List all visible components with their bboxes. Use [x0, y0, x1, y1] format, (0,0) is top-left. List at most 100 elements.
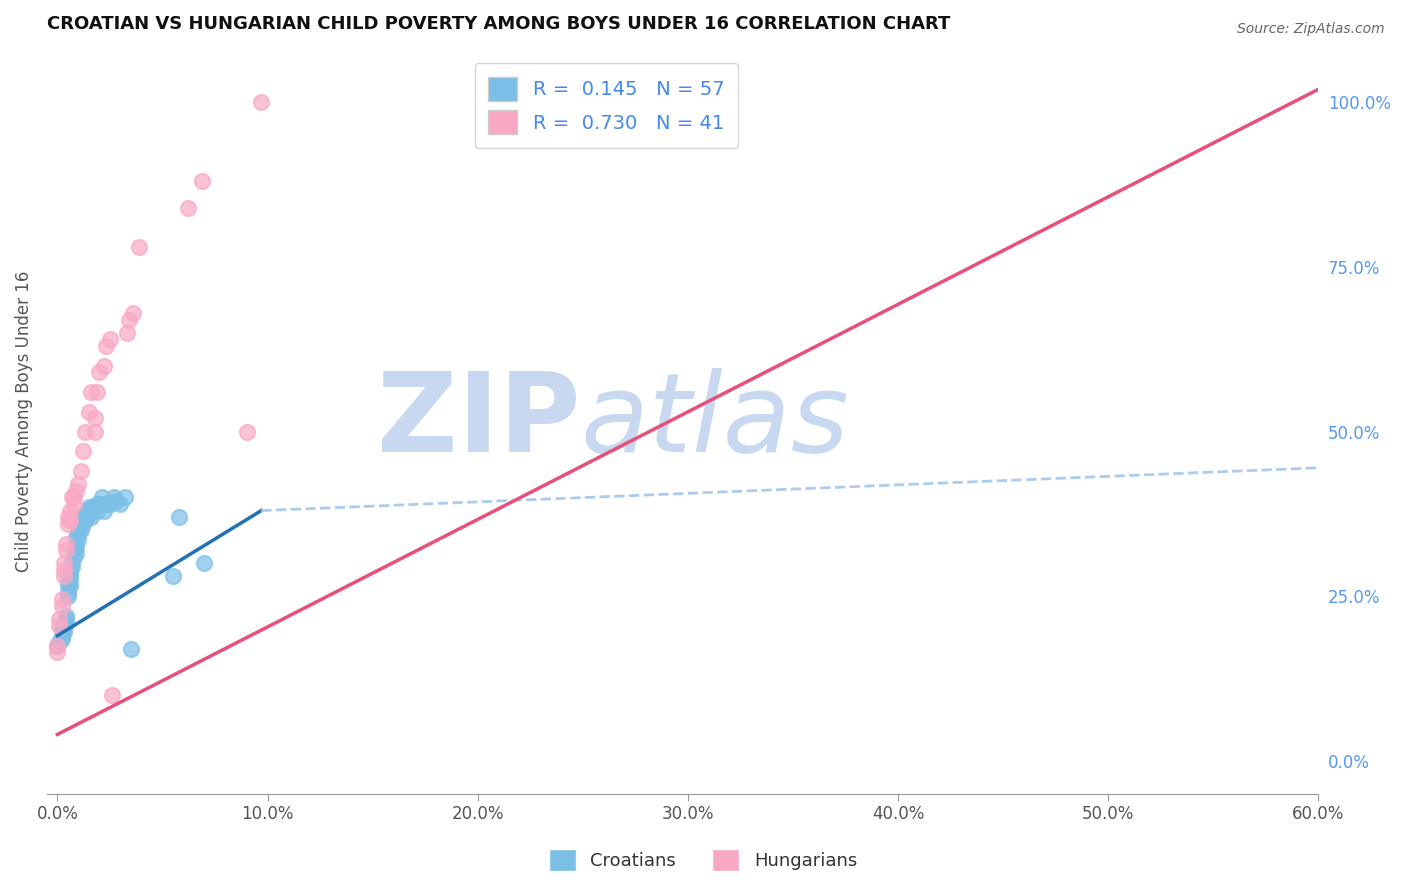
Point [48, 612, 70, 626]
Point [191, 174, 214, 188]
Point [93, 503, 115, 517]
Point [84, 425, 107, 439]
Point [51, 622, 73, 636]
Point [69, 464, 91, 478]
Point [55, 609, 77, 624]
Point [56, 586, 79, 600]
Point [122, 306, 145, 320]
Point [46, 639, 69, 653]
Point [89, 497, 111, 511]
Point [98, 333, 121, 347]
Point [48, 635, 70, 649]
Point [86, 503, 108, 517]
Point [162, 569, 184, 583]
Point [90, 491, 112, 505]
Point [169, 510, 191, 524]
Point [55, 612, 77, 626]
Legend: R =  0.145   N = 57, R =  0.730   N = 41: R = 0.145 N = 57, R = 0.730 N = 41 [474, 63, 738, 148]
Point [59, 573, 82, 587]
Point [52, 625, 75, 640]
Point [84, 500, 107, 515]
Point [65, 483, 87, 498]
Point [63, 497, 86, 511]
Point [46, 639, 69, 653]
Y-axis label: Child Poverty Among Boys Under 16: Child Poverty Among Boys Under 16 [15, 271, 32, 573]
Point [77, 500, 100, 515]
Point [72, 444, 94, 458]
Point [55, 615, 77, 630]
Point [72, 516, 94, 531]
Point [52, 563, 75, 577]
Point [56, 516, 79, 531]
Point [118, 312, 141, 326]
Point [86, 385, 108, 400]
Point [73, 514, 96, 528]
Point [51, 629, 73, 643]
Point [89, 365, 111, 379]
Point [72, 510, 94, 524]
Point [63, 543, 86, 558]
Point [101, 688, 124, 702]
Point [55, 543, 77, 558]
Point [76, 510, 98, 524]
Point [103, 491, 125, 505]
Point [59, 503, 82, 517]
Point [52, 556, 75, 570]
Point [65, 540, 87, 554]
Point [176, 201, 198, 215]
Point [56, 576, 79, 591]
Point [59, 566, 82, 581]
Point [56, 579, 79, 593]
Text: CROATIAN VS HUNGARIAN CHILD POVERTY AMONG BOYS UNDER 16 CORRELATION CHART: CROATIAN VS HUNGARIAN CHILD POVERTY AMON… [46, 15, 950, 33]
Point [67, 477, 90, 491]
Text: ZIP: ZIP [377, 368, 581, 475]
Point [56, 589, 79, 603]
Point [235, 425, 257, 439]
Point [51, 592, 73, 607]
Point [73, 425, 96, 439]
Point [46, 645, 69, 659]
Point [60, 491, 83, 505]
Point [193, 556, 215, 570]
Point [84, 411, 107, 425]
Point [67, 520, 90, 534]
Point [52, 615, 75, 630]
Point [63, 549, 86, 564]
Text: atlas: atlas [581, 368, 849, 475]
Point [60, 556, 83, 570]
Point [105, 493, 128, 508]
Point [73, 507, 96, 521]
Point [120, 641, 142, 656]
Point [69, 524, 91, 538]
Text: Source: ZipAtlas.com: Source: ZipAtlas.com [1237, 22, 1385, 37]
Point [94, 339, 117, 353]
Point [55, 536, 77, 550]
Point [80, 503, 103, 517]
Point [77, 405, 100, 419]
Point [65, 530, 87, 544]
Point [93, 359, 115, 373]
Point [115, 326, 138, 340]
Point [69, 516, 91, 531]
Point [98, 497, 121, 511]
Point [60, 559, 83, 574]
Point [67, 526, 90, 541]
Point [250, 95, 273, 110]
Point [56, 510, 79, 524]
Point [67, 533, 90, 548]
Point [114, 491, 136, 505]
Point [63, 491, 86, 505]
Point [52, 569, 75, 583]
Point [51, 599, 73, 613]
Point [76, 503, 98, 517]
Point [51, 632, 73, 646]
Point [80, 510, 103, 524]
Point [59, 579, 82, 593]
Point [110, 497, 132, 511]
Point [80, 385, 103, 400]
Point [59, 514, 82, 528]
Point [52, 622, 75, 636]
Point [59, 569, 82, 583]
Point [48, 619, 70, 633]
Point [65, 546, 87, 560]
